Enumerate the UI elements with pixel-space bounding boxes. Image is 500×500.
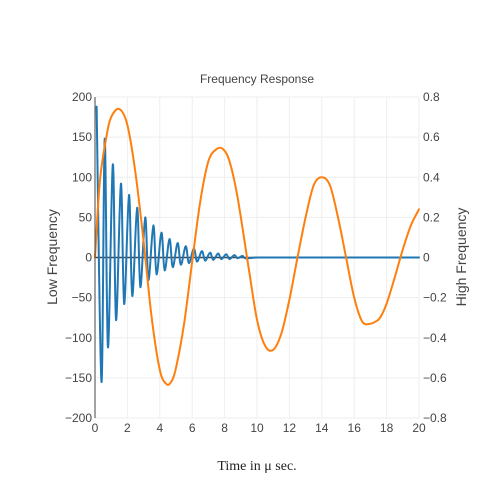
left-y-tick-label: −150 <box>65 371 92 385</box>
right-y-axis-label: High Frequency <box>453 208 469 307</box>
high-frequency-series-line <box>94 107 420 386</box>
left-y-tick-label: 0 <box>85 251 92 265</box>
left-y-tick-label: −100 <box>65 331 92 345</box>
x-tick-label: 2 <box>124 421 131 435</box>
x-tick-label: 0 <box>92 421 99 435</box>
grid <box>94 96 420 419</box>
left-y-tick-label: 200 <box>72 90 92 104</box>
x-axis-label: Time in μ sec. <box>217 459 296 474</box>
left-y-tick-label: 100 <box>72 170 92 184</box>
series-layer <box>94 105 420 386</box>
x-tick-label: 20 <box>412 421 426 435</box>
x-tick-label: 8 <box>221 421 228 435</box>
x-tick-label: 6 <box>189 421 196 435</box>
right-y-tick-labels: 0.8 0.6 0.4 0.2 0 −0.2 −0.4 −0.6 −0.8 <box>423 90 447 425</box>
x-tick-label: 14 <box>315 421 329 435</box>
right-y-tick-label: 0.4 <box>423 170 440 184</box>
left-y-axis-label: Low Frequency <box>44 209 60 305</box>
x-tick-label: 12 <box>283 421 297 435</box>
right-y-tick-label: −0.8 <box>423 411 447 425</box>
x-tick-label: 18 <box>380 421 394 435</box>
left-y-tick-label: 150 <box>72 130 92 144</box>
x-tick-label: 10 <box>250 421 264 435</box>
right-y-tick-label: −0.4 <box>423 331 447 345</box>
right-y-tick-label: 0.8 <box>423 90 440 104</box>
low-frequency-series-line <box>95 105 420 383</box>
left-y-tick-label: 50 <box>79 210 93 224</box>
right-y-tick-label: 0.2 <box>423 210 440 224</box>
x-tick-labels: 0 2 4 6 8 10 12 14 16 18 20 <box>92 421 426 435</box>
left-y-tick-label: −50 <box>72 291 93 305</box>
right-y-tick-label: −0.6 <box>423 371 447 385</box>
chart-title: Frequency Response <box>200 72 314 86</box>
left-y-tick-labels: 200 150 100 50 0 −50 −100 −150 −200 <box>65 90 92 425</box>
x-tick-label: 4 <box>156 421 163 435</box>
right-y-tick-label: −0.2 <box>423 291 447 305</box>
left-y-tick-label: −200 <box>65 411 92 425</box>
right-y-tick-label: 0 <box>423 251 430 265</box>
x-tick-label: 16 <box>348 421 362 435</box>
right-y-tick-label: 0.6 <box>423 130 440 144</box>
